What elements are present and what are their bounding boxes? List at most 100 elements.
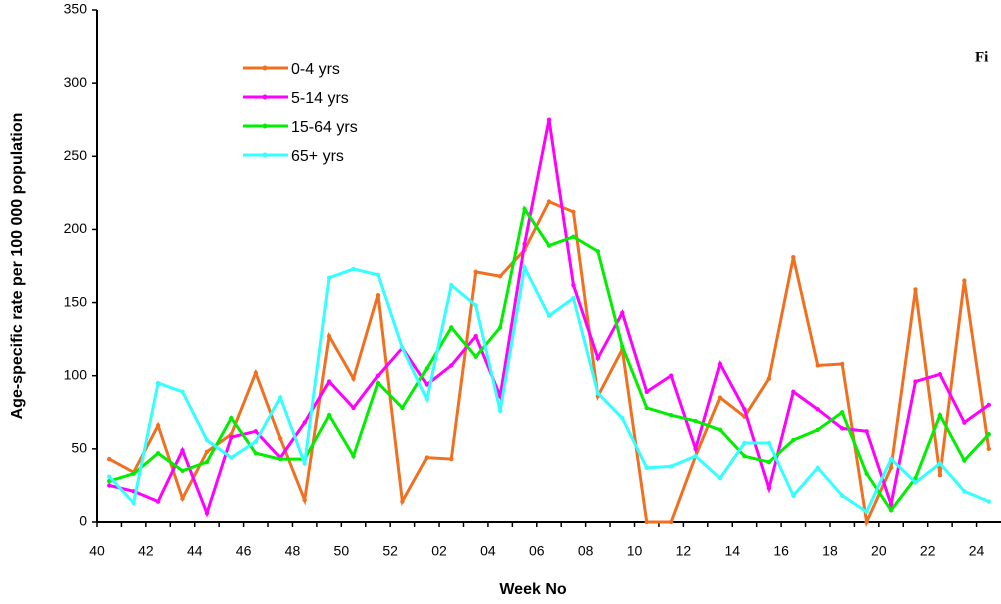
x-tick-label: 44 [187, 543, 203, 559]
y-tick-label: 300 [64, 74, 88, 90]
point [375, 373, 381, 378]
y-tick-label: 100 [64, 366, 88, 382]
point [180, 448, 185, 453]
point [546, 199, 552, 204]
series-line [108, 262, 990, 514]
point [424, 366, 430, 371]
point [962, 420, 967, 425]
point [620, 310, 625, 316]
point [155, 499, 161, 504]
point [302, 497, 307, 503]
point [229, 434, 234, 440]
point [888, 508, 894, 513]
x-tick-label: 06 [529, 543, 545, 559]
x-tick-label: 04 [480, 543, 496, 559]
point [155, 451, 161, 456]
point [717, 475, 723, 481]
point [815, 363, 820, 368]
point [595, 355, 601, 361]
point [913, 287, 918, 292]
x-tick-label: 16 [773, 543, 789, 559]
point [571, 282, 576, 288]
point [668, 519, 674, 525]
point [668, 464, 674, 469]
point [375, 293, 381, 298]
point [497, 274, 503, 279]
point [546, 117, 552, 122]
point [986, 432, 991, 437]
x-axis-title: Week No [499, 581, 567, 598]
point [449, 325, 454, 330]
point [937, 372, 943, 377]
legend-marker [262, 152, 268, 158]
point [644, 519, 649, 525]
point [400, 499, 405, 504]
x-tick-label: 42 [138, 543, 154, 559]
point [644, 405, 649, 411]
point [620, 415, 625, 421]
point [326, 334, 332, 339]
point [546, 313, 552, 318]
point [473, 334, 478, 339]
point [986, 499, 991, 504]
point [766, 376, 772, 381]
point [253, 451, 259, 456]
annotation: Fi [975, 49, 988, 65]
y-tick-label: 250 [64, 147, 88, 163]
point [302, 461, 307, 466]
x-tick-label: 14 [724, 543, 740, 559]
point [449, 282, 454, 288]
point [326, 413, 332, 418]
point [351, 405, 356, 411]
x-tick-label: 46 [236, 543, 252, 559]
point [229, 455, 234, 460]
point [180, 468, 185, 473]
point [155, 380, 161, 386]
point [717, 361, 723, 367]
x-tick-label: 40 [89, 543, 105, 559]
point [424, 396, 430, 402]
point [693, 453, 698, 459]
point [302, 420, 307, 425]
point [913, 480, 918, 485]
point [571, 295, 576, 301]
point [742, 440, 747, 446]
point [473, 269, 478, 275]
point [937, 461, 943, 466]
x-tick-label: 50 [334, 543, 350, 559]
point [791, 493, 796, 498]
point [888, 502, 894, 507]
y-tick-label: 200 [64, 220, 88, 236]
legend-label: 0-4 yrs [291, 61, 340, 78]
point [497, 325, 503, 330]
x-tick-label: 08 [578, 543, 594, 559]
point [522, 206, 527, 212]
point [180, 389, 185, 395]
x-tick-label: 20 [871, 543, 887, 559]
point [375, 380, 381, 386]
x-tick-label: 22 [920, 543, 936, 559]
point [668, 413, 674, 418]
legend-label: 65+ yrs [291, 148, 344, 165]
point [839, 361, 845, 367]
point [204, 437, 210, 443]
point [131, 471, 136, 476]
point [962, 489, 967, 494]
point [791, 389, 796, 395]
point [522, 265, 527, 270]
point [546, 243, 552, 248]
legend-marker [262, 94, 268, 100]
point [644, 389, 649, 395]
y-axis-title: Age-specific rate per 100 000 population [9, 113, 26, 420]
point [791, 255, 796, 260]
legend-label: 5-14 yrs [291, 90, 349, 107]
y-tick-label: 50 [71, 440, 87, 456]
point [839, 493, 845, 498]
point [253, 429, 259, 434]
point [326, 379, 332, 384]
x-tick-label: 02 [431, 543, 447, 559]
point [839, 410, 845, 415]
point [107, 474, 112, 479]
point [204, 459, 210, 465]
